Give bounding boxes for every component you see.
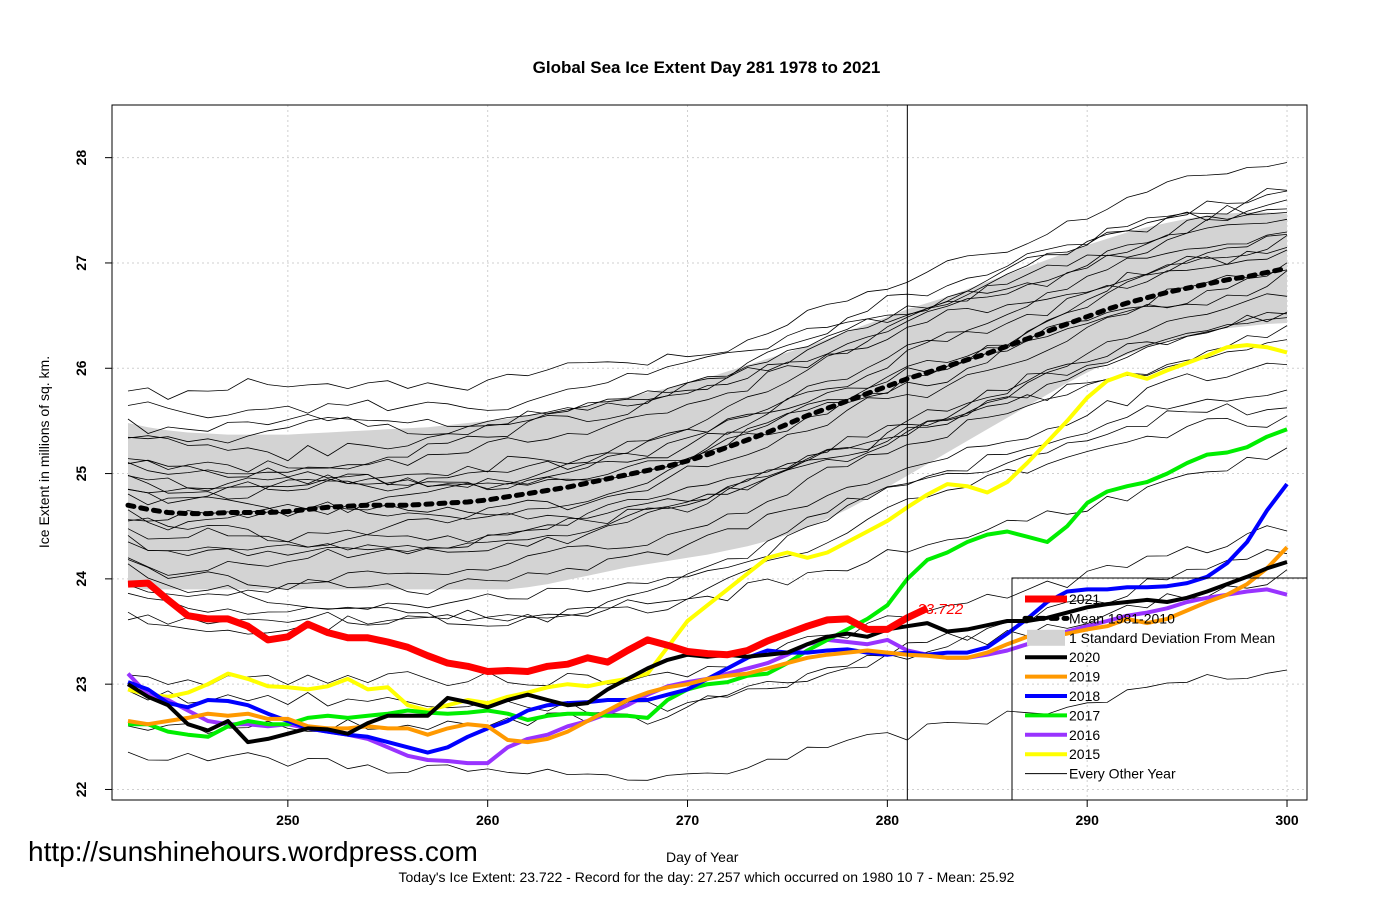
today-value-label: 23.722 [916, 601, 964, 618]
y-tick-label: 26 [73, 360, 89, 376]
every-other-year-line [127, 162, 1288, 400]
legend-label-9: Every Other Year [1069, 766, 1176, 782]
y-tick-label: 27 [73, 255, 89, 271]
every-other-year-line [127, 249, 1288, 494]
chart-title: Global Sea Ice Extent Day 281 1978 to 20… [532, 58, 881, 77]
legend-label-7: 2016 [1069, 727, 1100, 743]
x-axis-label: Day of Year [666, 849, 739, 865]
every-other-year-line [127, 325, 1288, 557]
x-tick-label: 250 [276, 812, 300, 828]
every-other-year-line [127, 293, 1288, 553]
legend-label-4: 2019 [1069, 669, 1100, 685]
every-other-year-line [127, 447, 1288, 626]
series-line-2017 [128, 427, 1288, 739]
legend-swatch-2 [1027, 629, 1065, 646]
x-tick-label: 280 [876, 812, 900, 828]
every-other-year-line [127, 403, 1288, 610]
std-deviation-band [128, 212, 1287, 590]
every-other-year-line [127, 218, 1288, 462]
legend-label-2: 1 Standard Deviation From Mean [1069, 630, 1275, 646]
legend-label-8: 2015 [1069, 746, 1100, 762]
x-tick-label: 260 [476, 812, 500, 828]
series-line-2015 [127, 343, 1288, 713]
mean-line [125, 265, 1290, 517]
footer-stats: Today's Ice Extent: 23.722 - Record for … [398, 869, 1015, 885]
x-tick-label: 270 [676, 812, 700, 828]
every-other-year-line [127, 362, 1288, 597]
y-tick-label: 23 [73, 676, 89, 692]
legend-label-5: 2018 [1069, 688, 1100, 704]
every-other-year-line [127, 569, 1288, 714]
every-other-year-line [127, 190, 1288, 435]
legend-label-0: 2021 [1069, 591, 1100, 607]
x-tick-label: 290 [1076, 812, 1100, 828]
every-other-year-line [127, 339, 1288, 591]
legend-label-3: 2020 [1069, 649, 1100, 665]
every-other-year-line [127, 262, 1288, 548]
every-other-year-line [127, 525, 1288, 687]
y-tick-label: 25 [73, 466, 89, 482]
every-other-year-line [127, 669, 1288, 781]
series-line-2021 [127, 579, 929, 675]
legend-label-1: Mean 1981-2010 [1069, 610, 1175, 626]
x-tick-label: 300 [1275, 812, 1299, 828]
plot-frame [111, 104, 1308, 801]
every-other-year-line [127, 270, 1288, 488]
every-other-year-line [127, 317, 1288, 531]
legend-label-6: 2017 [1069, 707, 1100, 723]
every-other-year-line [127, 269, 1288, 517]
every-other-year-line [127, 311, 1288, 576]
y-tick-label: 22 [73, 781, 89, 797]
every-other-year-line [127, 212, 1288, 475]
y-tick-label: 24 [73, 571, 89, 587]
every-other-year-line [127, 204, 1288, 419]
y-tick-label: 28 [73, 150, 89, 166]
watermark-url: http://sunshinehours.wordpress.com [28, 836, 478, 867]
